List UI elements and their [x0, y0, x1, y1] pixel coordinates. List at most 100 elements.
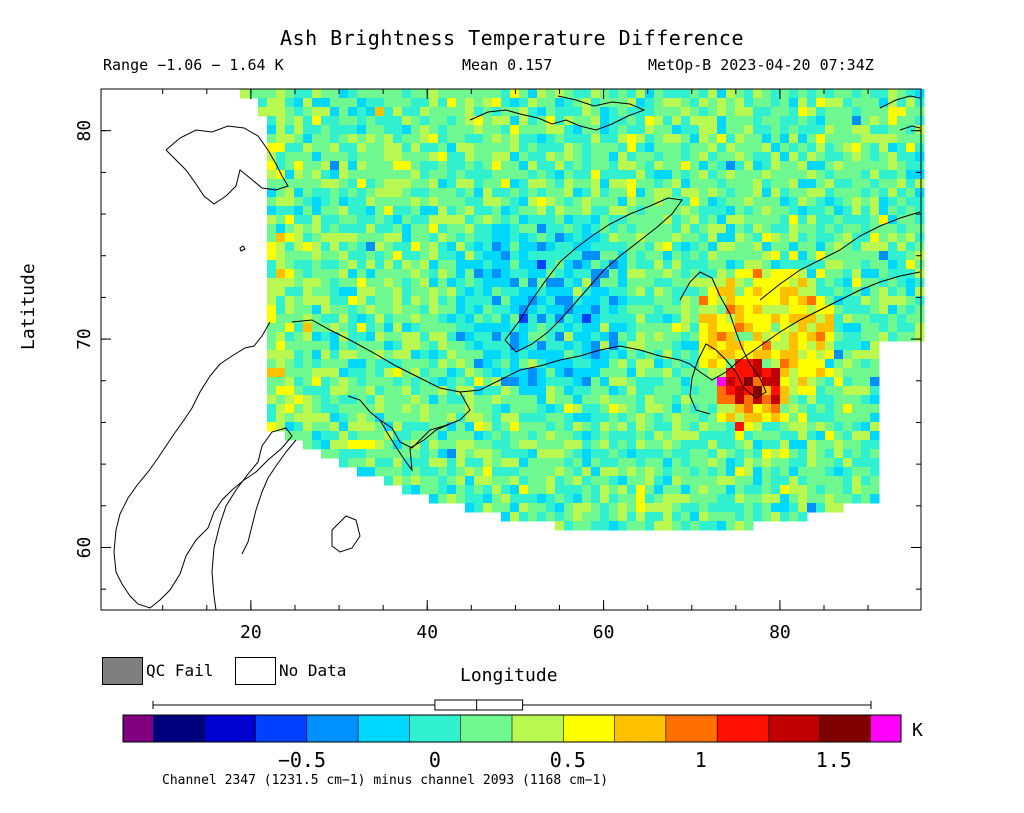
swath-pixel — [717, 161, 727, 171]
swath-pixel — [879, 125, 889, 135]
swath-pixel — [654, 377, 664, 387]
swath-pixel — [789, 458, 799, 468]
swath-pixel — [654, 98, 664, 108]
swath-pixel — [681, 179, 691, 189]
swath-pixel — [510, 170, 520, 180]
swath-pixel — [789, 323, 799, 333]
swath-pixel — [564, 260, 574, 270]
swath-pixel — [420, 296, 430, 306]
swath-pixel — [519, 431, 529, 441]
swath-pixel — [429, 377, 439, 387]
swath-pixel — [798, 332, 808, 342]
swath-pixel — [753, 323, 763, 333]
swath-pixel — [267, 278, 277, 288]
swath-pixel — [645, 512, 655, 522]
swath-pixel — [492, 125, 502, 135]
swath-pixel — [753, 305, 763, 315]
swath-pixel — [852, 170, 862, 180]
swath-pixel — [699, 314, 709, 324]
swath-pixel — [636, 161, 646, 171]
swath-pixel — [492, 404, 502, 414]
swath-pixel — [447, 350, 457, 360]
swath-pixel — [852, 305, 862, 315]
swath-pixel — [627, 197, 637, 207]
swath-pixel — [654, 449, 664, 459]
swath-pixel — [906, 143, 916, 153]
swath-pixel — [861, 377, 871, 387]
swath-pixel — [636, 89, 646, 99]
swath-pixel — [789, 332, 799, 342]
swath-pixel — [717, 143, 727, 153]
swath-pixel — [501, 197, 511, 207]
swath-pixel — [537, 170, 547, 180]
swath-pixel — [519, 224, 529, 234]
swath-pixel — [402, 170, 412, 180]
swath-pixel — [303, 125, 313, 135]
swath-pixel — [528, 116, 538, 126]
swath-pixel — [888, 323, 898, 333]
swath-pixel — [501, 89, 511, 99]
swath-pixel — [717, 134, 727, 144]
swath-pixel — [897, 305, 907, 315]
swath-pixel — [618, 503, 628, 513]
swath-pixel — [681, 242, 691, 252]
swath-pixel — [294, 386, 304, 396]
swath-pixel — [861, 467, 871, 477]
swath-pixel — [447, 278, 457, 288]
swath-pixel — [789, 431, 799, 441]
swath-pixel — [519, 404, 529, 414]
swath-pixel — [447, 449, 457, 459]
swath-pixel — [573, 161, 583, 171]
swath-pixel — [303, 224, 313, 234]
swath-pixel — [321, 413, 331, 423]
swath-pixel — [384, 269, 394, 279]
swath-pixel — [573, 233, 583, 243]
swath-pixel — [618, 494, 628, 504]
swath-pixel — [843, 197, 853, 207]
swath-pixel — [573, 116, 583, 126]
swath-pixel — [321, 332, 331, 342]
swath-pixel — [321, 422, 331, 432]
swath-pixel — [501, 287, 511, 297]
swath-pixel — [339, 359, 349, 369]
swath-pixel — [591, 242, 601, 252]
swath-pixel — [465, 143, 475, 153]
swath-pixel — [852, 341, 862, 351]
swath-pixel — [411, 278, 421, 288]
swath-pixel — [699, 413, 709, 423]
swath-pixel — [384, 332, 394, 342]
swath-pixel — [618, 332, 628, 342]
swath-pixel — [510, 287, 520, 297]
swath-pixel — [429, 197, 439, 207]
swath-pixel — [609, 404, 619, 414]
swath-pixel — [582, 116, 592, 126]
coastline-yamal — [679, 271, 767, 415]
swath-pixel — [483, 206, 493, 216]
swath-pixel — [726, 287, 736, 297]
swath-pixel — [870, 395, 880, 405]
swath-pixel — [915, 305, 925, 315]
swath-pixel — [456, 179, 466, 189]
swath-pixel — [609, 476, 619, 486]
swath-pixel — [303, 170, 313, 180]
swath-pixel — [447, 494, 457, 504]
swath-pixel — [375, 188, 385, 198]
swath-pixel — [915, 152, 925, 162]
swath-pixel — [636, 476, 646, 486]
swath-pixel — [546, 188, 556, 198]
swath-pixel — [510, 494, 520, 504]
swath-pixel — [672, 125, 682, 135]
swath-pixel — [582, 179, 592, 189]
swath-pixel — [690, 107, 700, 117]
swath-pixel — [654, 215, 664, 225]
swath-pixel — [519, 296, 529, 306]
swath-pixel — [447, 440, 457, 450]
swath-pixel — [780, 323, 790, 333]
swath-pixel — [780, 440, 790, 450]
swath-pixel — [735, 233, 745, 243]
swath-pixel — [699, 476, 709, 486]
swath-pixel — [366, 278, 376, 288]
swath-pixel — [726, 368, 736, 378]
swath-pixel — [843, 314, 853, 324]
